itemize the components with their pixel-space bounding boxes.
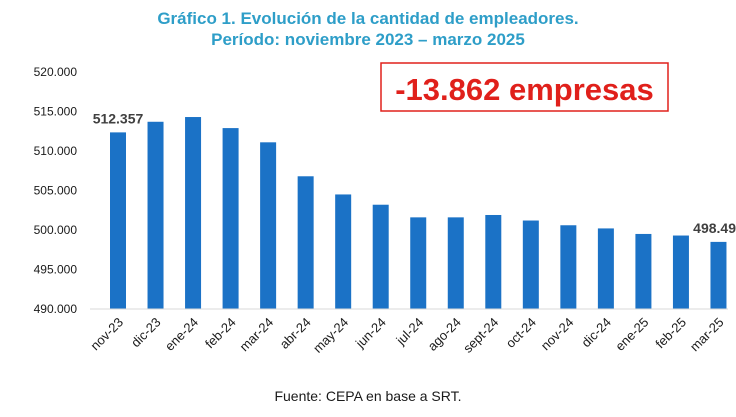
bar-oct-24 xyxy=(522,220,539,309)
x-tick-label: mar-25 xyxy=(687,315,727,355)
x-tick-label: nov-24 xyxy=(538,315,577,354)
x-tick-label: ago-24 xyxy=(425,315,464,354)
y-tick-label: 500.000 xyxy=(34,223,78,237)
x-tick-label: feb-24 xyxy=(202,315,239,352)
x-tick-label: jun-24 xyxy=(352,315,389,352)
bar-dic-23 xyxy=(147,121,164,310)
x-tick-label: ene-24 xyxy=(162,315,201,354)
bar-abr-24 xyxy=(297,176,314,309)
bar-ene-25 xyxy=(635,233,652,309)
x-tick-label: nov-23 xyxy=(87,315,126,354)
data-label: 498.495 xyxy=(693,220,736,236)
y-axis: 490.000 495.000 500.000 505.000 510.000 515.0… xyxy=(34,65,78,316)
x-tick-label: dic-23 xyxy=(128,315,164,351)
bar-ene-24 xyxy=(185,117,202,309)
x-tick-label: sept-24 xyxy=(460,315,501,356)
data-label: 512.357 xyxy=(93,110,144,126)
y-tick-label: 490.000 xyxy=(34,302,78,316)
bar-ago-24 xyxy=(447,217,464,309)
bar-nov-24 xyxy=(560,225,577,309)
x-tick-label: ene-25 xyxy=(612,315,651,354)
callout-border xyxy=(380,62,669,112)
y-tick-label: 505.000 xyxy=(34,184,78,198)
bars xyxy=(110,117,727,310)
x-tick-label: oct-24 xyxy=(503,315,539,351)
bar-dic-24 xyxy=(597,228,614,309)
x-tick-label: mar-24 xyxy=(237,315,277,355)
y-tick-label: 515.000 xyxy=(34,105,78,119)
bar-feb-25 xyxy=(672,235,689,309)
x-tick-label: may-24 xyxy=(310,315,351,356)
callout-text: -13.862 empresas xyxy=(395,72,654,107)
x-tick-label: dic-24 xyxy=(578,315,614,351)
x-tick-label: feb-25 xyxy=(652,315,689,352)
x-tick-label: abr-24 xyxy=(277,315,314,352)
bar-mar-25 xyxy=(710,241,727,309)
bar-jul-24 xyxy=(410,217,427,309)
chart-title-line-1: Gráfico 1. Evolución de la cantidad de e… xyxy=(157,9,579,28)
chart-title-line-2: Período: noviembre 2023 – marzo 2025 xyxy=(211,30,525,49)
bar-sept-24 xyxy=(485,214,502,309)
y-tick-label: 510.000 xyxy=(34,144,78,158)
data-labels: 512.357 498.495 xyxy=(93,110,736,236)
source-note: Fuente: CEPA en base a SRT. xyxy=(274,388,462,404)
y-tick-label: 520.000 xyxy=(34,65,78,79)
callout-box: -13.862 empresas xyxy=(380,62,669,112)
bar-may-24 xyxy=(335,194,352,309)
bar-feb-24 xyxy=(222,128,239,309)
x-tick-label: jul-24 xyxy=(393,315,427,349)
bar-jun-24 xyxy=(372,204,389,309)
y-tick-label: 495.000 xyxy=(34,263,78,277)
bar-nov-23 xyxy=(110,132,126,309)
bar-mar-24 xyxy=(260,142,277,309)
